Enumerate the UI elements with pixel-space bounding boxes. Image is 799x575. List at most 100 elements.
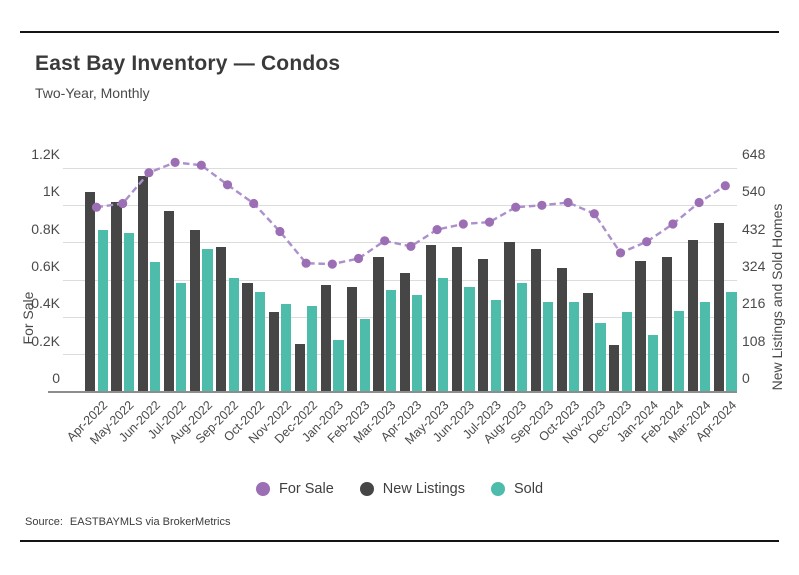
source-text: EASTBAYMLS via BrokerMetrics	[69, 516, 231, 528]
bar-sold	[542, 302, 554, 392]
right-axis-tick-label: 648	[742, 146, 766, 162]
bar-sold	[411, 295, 423, 392]
bar-new-listings	[556, 267, 568, 392]
for-sale-marker	[406, 241, 416, 251]
source-note: Source: EASTBAYMLS via BrokerMetrics	[25, 516, 230, 528]
for-sale-marker	[170, 157, 180, 167]
for-sale-marker	[327, 259, 337, 269]
bar-sold	[359, 319, 370, 392]
bar-new-listings	[504, 241, 515, 392]
legend-label: New Listings	[382, 481, 465, 497]
left-axis-tick-label: 0.6K	[31, 258, 60, 274]
bar-sold	[673, 310, 685, 392]
bar-sold	[97, 229, 108, 392]
bar-sold	[595, 322, 606, 392]
bar-new-listings	[582, 293, 594, 392]
bar-new-listings	[294, 343, 306, 392]
bar-new-listings	[85, 191, 96, 392]
bar-sold	[176, 283, 187, 392]
bar-new-listings	[189, 229, 201, 392]
right-axis-tick-label: 0	[742, 370, 750, 386]
bar-new-listings	[451, 246, 463, 392]
for-sale-marker	[720, 181, 730, 191]
bar-sold	[254, 291, 266, 392]
bar-sold	[647, 334, 659, 392]
bar-new-listings	[478, 258, 489, 392]
legend-item-for-sale: For Sale	[255, 481, 334, 497]
legend-label: Sold	[513, 481, 544, 497]
legend-swatch-icon	[255, 482, 270, 496]
bar-sold	[516, 283, 528, 392]
bar-new-listings	[530, 248, 541, 392]
bar-sold	[700, 302, 711, 392]
for-sale-marker	[249, 198, 259, 209]
bar-sold	[228, 277, 239, 392]
for-sale-marker	[615, 248, 626, 258]
right-axis-tick-label: 108	[742, 332, 766, 349]
bar-new-listings	[425, 245, 437, 392]
bar-new-listings	[347, 286, 358, 392]
bar-new-listings	[687, 239, 699, 392]
left-axis-tick-label: 0.2K	[31, 332, 60, 349]
gridline	[63, 167, 737, 169]
bar-sold	[280, 303, 292, 392]
bar-sold	[726, 291, 737, 392]
chart-subtitle: Two-Year, Monthly	[35, 85, 150, 101]
bar-sold	[385, 290, 397, 392]
for-sale-marker	[484, 217, 495, 227]
bar-new-listings	[399, 272, 410, 392]
bar-new-listings	[373, 257, 384, 392]
x-axis-line	[48, 391, 737, 393]
legend-swatch-icon	[359, 482, 374, 496]
for-sale-marker	[458, 219, 468, 229]
bottom-rule	[20, 540, 779, 542]
right-axis-tick-label: 540	[742, 183, 766, 200]
left-axis-tick-label: 0.8K	[31, 220, 60, 237]
bar-sold	[307, 305, 318, 392]
bar-new-listings	[268, 312, 279, 392]
bar-sold	[464, 286, 475, 392]
bar-sold	[438, 277, 449, 392]
source-label: Source:	[25, 516, 63, 528]
for-sale-marker	[380, 236, 390, 246]
right-axis-tick-label: 216	[742, 295, 766, 312]
legend-label: For Sale	[278, 481, 334, 497]
left-axis-tick-label: 1.2K	[31, 146, 60, 162]
bar-new-listings	[242, 283, 253, 392]
bar-new-listings	[713, 222, 725, 392]
legend-item-new-listings: New Listings	[359, 481, 465, 497]
left-axis-tick-label: 0.4K	[31, 295, 60, 312]
bar-sold	[621, 312, 632, 392]
bar-new-listings	[137, 175, 148, 392]
for-sale-marker	[353, 253, 364, 264]
gridline	[63, 204, 737, 206]
right-axis-tick-label: 324	[742, 258, 766, 274]
bar-new-listings	[635, 260, 646, 392]
bar-new-listings	[661, 257, 672, 392]
bar-new-listings	[609, 345, 620, 392]
bar-sold	[333, 340, 344, 392]
bar-new-listings	[320, 284, 332, 392]
left-axis-tick-label: 1K	[42, 183, 60, 200]
bar-sold	[569, 302, 580, 392]
for-sale-marker	[668, 219, 678, 229]
bar-sold	[149, 262, 161, 392]
bar-new-listings	[216, 246, 227, 392]
bar-sold	[123, 232, 135, 392]
for-sale-marker	[589, 209, 599, 219]
for-sale-marker	[301, 258, 311, 268]
legend-swatch-icon	[490, 482, 505, 496]
bar-sold	[490, 300, 501, 392]
for-sale-marker	[275, 226, 285, 237]
legend: For Sale New Listings Sold	[0, 481, 799, 497]
bar-new-listings	[163, 210, 175, 392]
bar-new-listings	[111, 201, 122, 392]
for-sale-marker	[222, 180, 233, 190]
legend-item-sold: Sold	[490, 481, 544, 497]
right-axis-title: New Listings and Sold Homes	[769, 203, 785, 391]
right-axis-tick-label: 432	[742, 220, 766, 237]
chart-title: East Bay Inventory — Condos	[35, 52, 341, 75]
bar-sold	[202, 248, 213, 392]
top-rule	[20, 31, 779, 33]
